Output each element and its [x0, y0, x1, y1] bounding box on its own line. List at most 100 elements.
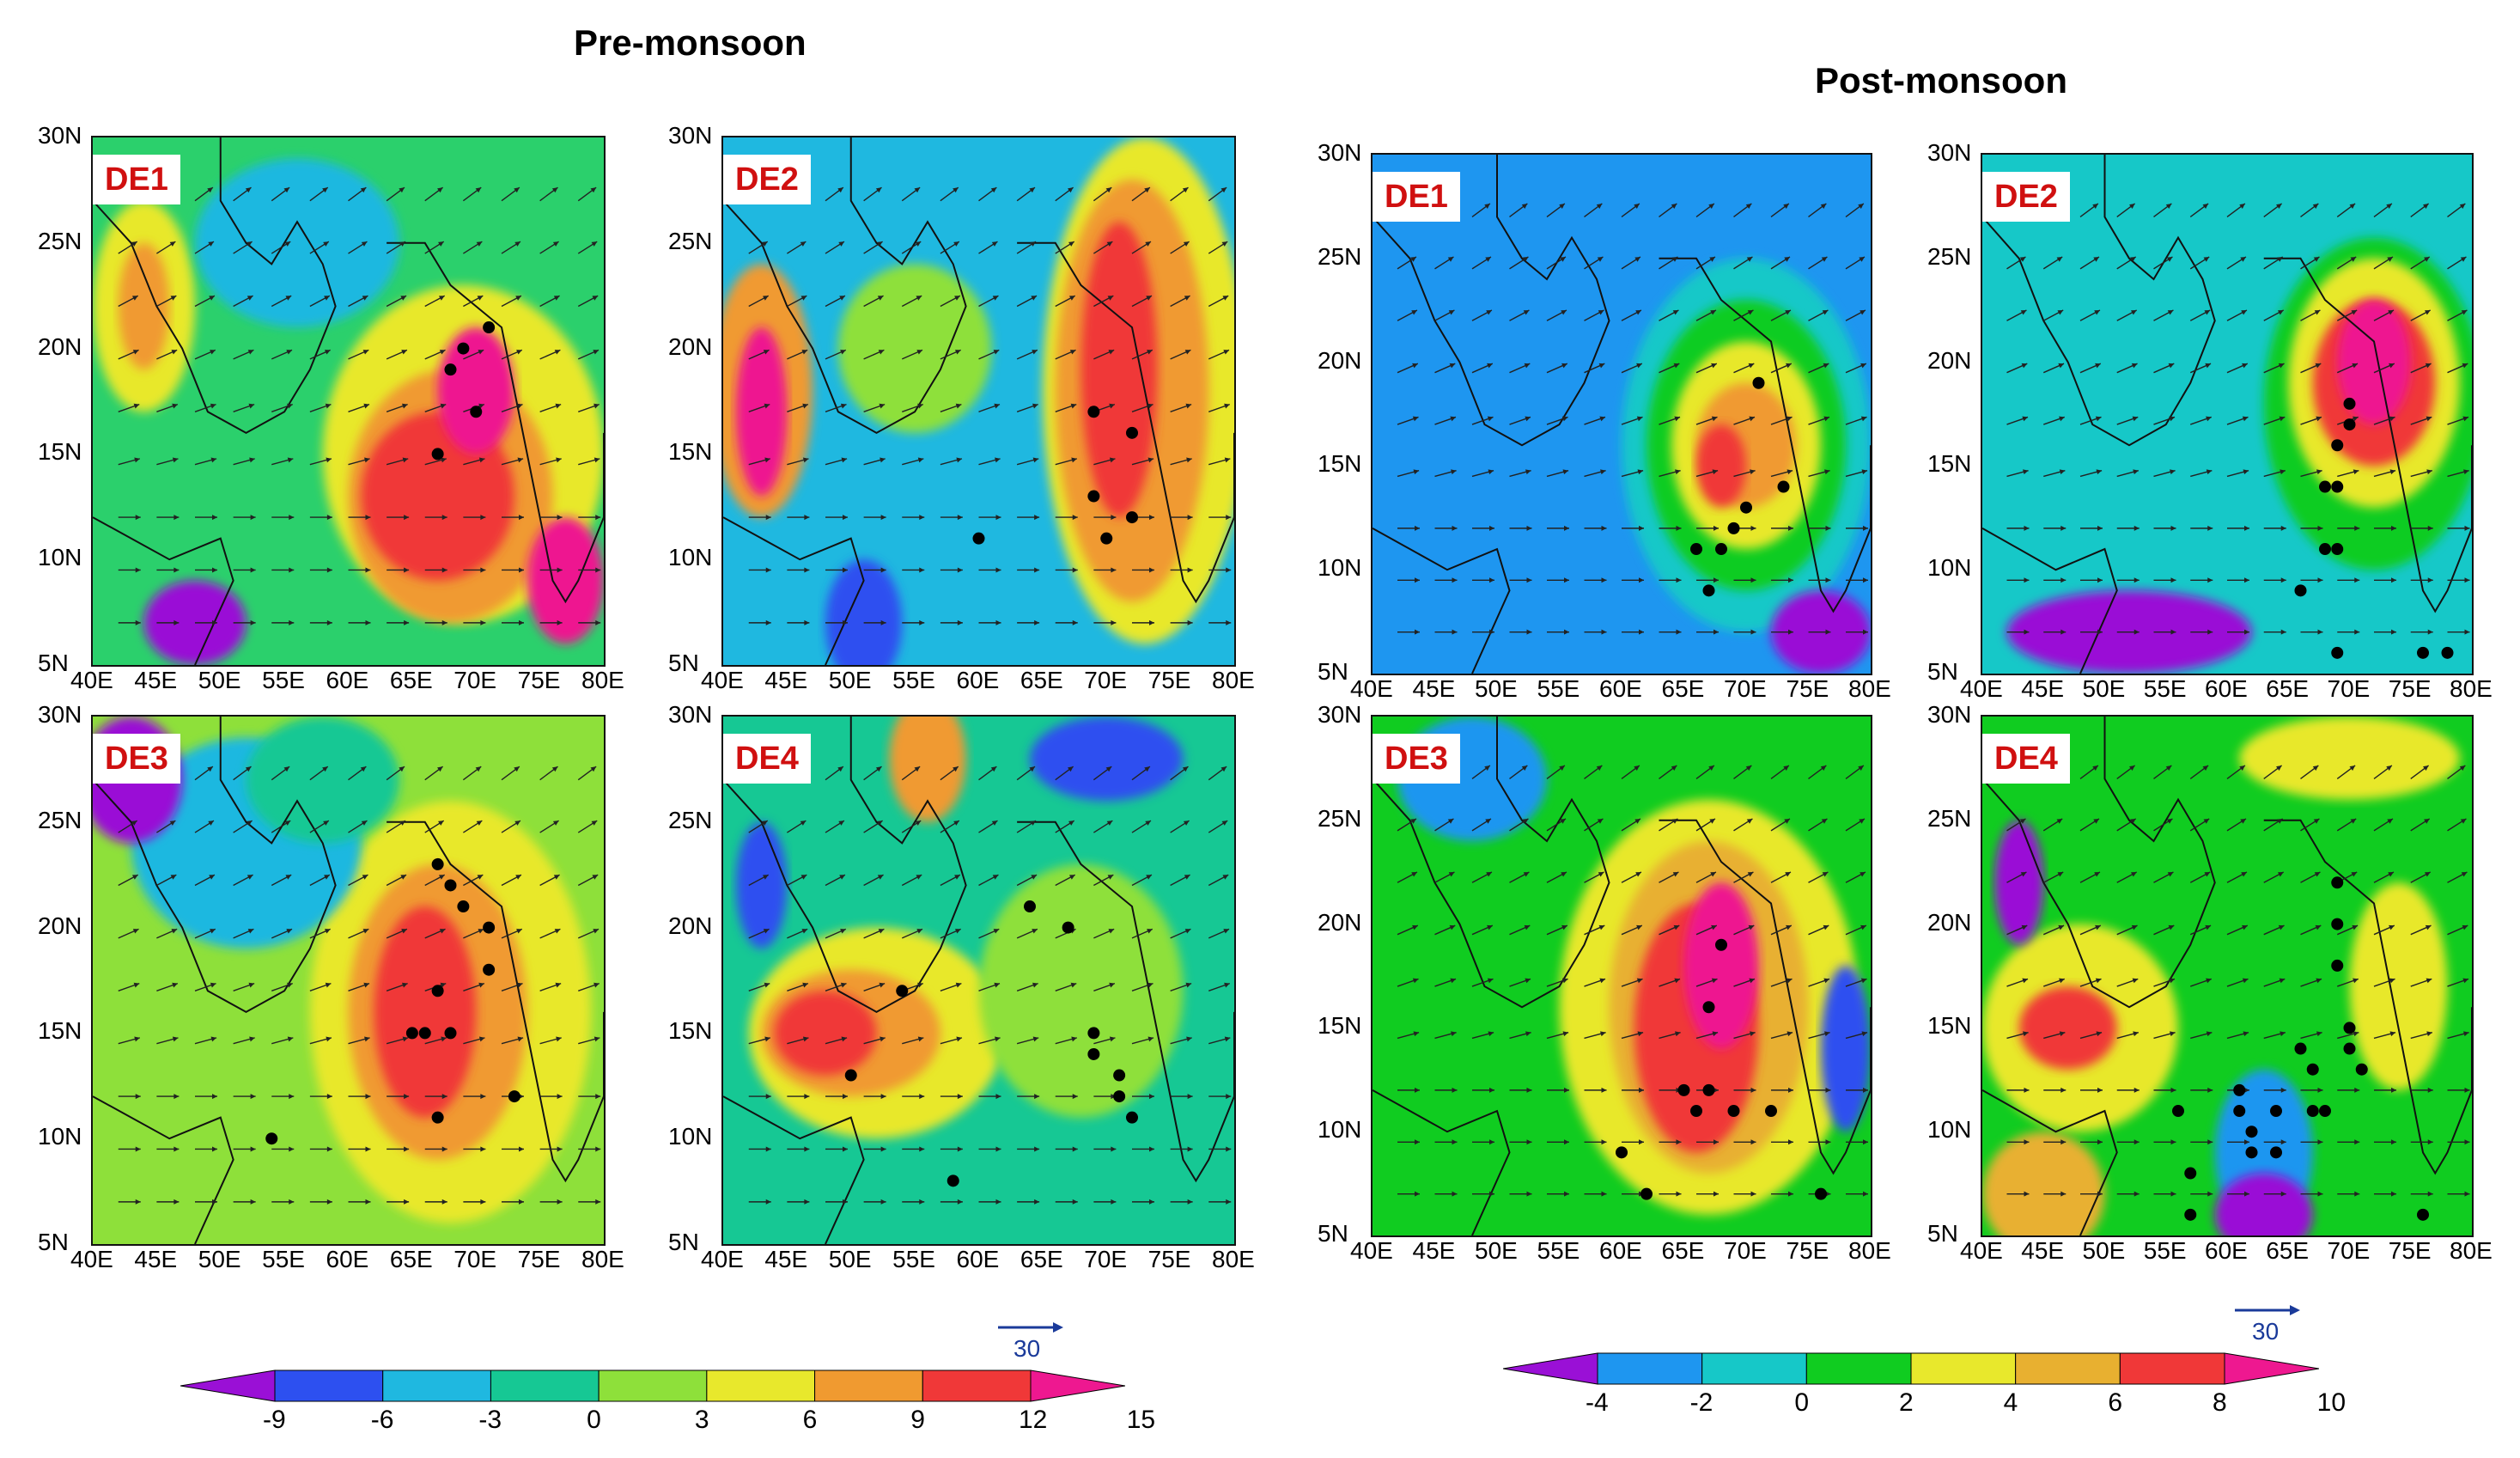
- x-tick-label: 55E: [2143, 675, 2187, 702]
- wind-vector-head: [1746, 256, 1753, 262]
- wind-vector-head: [919, 567, 925, 573]
- wind-vector-head: [916, 875, 922, 880]
- x-tick-label: 70E: [2327, 1237, 2371, 1264]
- wind-vector-head: [2202, 203, 2209, 209]
- wind-vector-head: [957, 515, 963, 521]
- wind-vector-head: [516, 929, 522, 934]
- colorbar-tick-label: -2: [1689, 1388, 1713, 1417]
- wind-vector-head: [841, 1036, 848, 1042]
- wind-vector-head: [2094, 872, 2100, 877]
- wind-vector-head: [2317, 1087, 2323, 1093]
- wind-vector-head: [210, 982, 216, 988]
- wind-vector-head: [2059, 469, 2066, 475]
- event-location-dot: [1777, 480, 1790, 493]
- wind-vector-head: [1105, 187, 1112, 193]
- wind-vector-head: [2426, 978, 2432, 984]
- event-location-dot: [483, 963, 496, 976]
- event-location-dot: [2343, 397, 2356, 410]
- wind-vector-head: [557, 1146, 563, 1152]
- panel-label: DE1: [93, 155, 180, 204]
- wind-vector-head: [764, 982, 770, 988]
- wind-vector-head: [994, 403, 1001, 409]
- y-tick-label: 20N: [1318, 346, 1362, 374]
- event-location-dot: [1815, 1187, 1827, 1200]
- wind-vector-head: [2133, 1087, 2140, 1093]
- wind-vector-head: [1671, 203, 1677, 209]
- wind-vector-head: [245, 187, 252, 193]
- wind-vector-head: [1676, 1191, 1682, 1197]
- wind-vector-head: [2170, 1087, 2176, 1093]
- y-tick-label: 25N: [38, 227, 82, 254]
- wind-vector-head: [879, 403, 886, 409]
- wind-vector-head: [2207, 629, 2213, 635]
- y-tick-label: 10N: [668, 1123, 713, 1150]
- wind-vector-head: [991, 821, 998, 826]
- wind-vector-head: [2317, 577, 2323, 583]
- wind-vector-head: [1524, 363, 1531, 369]
- wind-vector-head: [1564, 1087, 1569, 1093]
- wind-vector-head: [915, 241, 922, 247]
- wind-vector-head: [2425, 924, 2432, 930]
- wind-vector-head: [2244, 1087, 2249, 1093]
- wind-vector-head: [362, 350, 369, 355]
- x-tick-label: 45E: [764, 667, 808, 693]
- map-field: [1982, 717, 2472, 1235]
- wind-vector-head: [1823, 363, 1829, 369]
- wind-vector-head: [1451, 1031, 1457, 1037]
- wind-vector-head: [2021, 363, 2028, 369]
- coastline: [723, 717, 967, 1013]
- contour-region: [2239, 717, 2460, 800]
- wind-vector-head: [2280, 1087, 2286, 1093]
- wind-vector-head: [326, 619, 332, 625]
- wind-vector-head: [2280, 1191, 2286, 1197]
- wind-vector-head: [169, 821, 176, 826]
- wind-vector-head: [1823, 924, 1829, 930]
- wind-vector-head: [1449, 363, 1456, 369]
- wind-vector-head: [1108, 929, 1115, 934]
- wind-vector-head: [246, 821, 253, 826]
- event-location-dot: [508, 1090, 520, 1103]
- x-tick-label: 60E: [326, 667, 369, 693]
- wind-vector-head: [401, 929, 407, 934]
- wind-vector-head: [2317, 1139, 2323, 1145]
- y-tick-label: 5N: [668, 1229, 699, 1255]
- event-location-dot: [2233, 1105, 2246, 1118]
- wind-vector-head: [135, 515, 141, 521]
- event-location-dot: [2331, 439, 2344, 452]
- wind-vector-head: [247, 350, 254, 355]
- y-tick-label: 15N: [1927, 1012, 1972, 1040]
- event-location-dot: [1727, 522, 1740, 534]
- x-tick-label: 40E: [1960, 1237, 2003, 1264]
- wind-vector-head: [2464, 577, 2470, 583]
- wind-vector-head: [919, 515, 925, 521]
- wind-vector-head: [957, 567, 963, 573]
- wind-vector-head: [1032, 350, 1038, 355]
- wind-vector-head: [401, 350, 407, 355]
- wind-vector-head: [995, 1146, 1001, 1152]
- wind-vector-head: [2350, 256, 2357, 262]
- map-panel-post-de3: DE3: [1371, 715, 1872, 1237]
- wind-vector-head: [1634, 256, 1640, 262]
- wind-vector-head: [172, 403, 178, 409]
- wind-vector-head: [249, 457, 255, 463]
- contour-region: [195, 158, 399, 328]
- wind-vector-head: [764, 403, 770, 409]
- wind-vector-head: [595, 567, 601, 573]
- wind-vector-head: [1488, 1031, 1494, 1037]
- event-location-dot: [1113, 1069, 1126, 1082]
- wind-vector-head: [2353, 1031, 2359, 1037]
- wind-vector-head: [2019, 256, 2026, 262]
- wind-vector-head: [2426, 469, 2432, 475]
- wind-vector-head: [1598, 363, 1605, 369]
- wind-vector-head: [2389, 978, 2395, 984]
- wind-vector-head: [2427, 1191, 2433, 1197]
- wind-vector-head: [1711, 416, 1718, 422]
- x-tick-label: 50E: [2082, 675, 2126, 702]
- wind-vector-head: [1149, 515, 1154, 521]
- wind-vector-head: [2058, 924, 2065, 930]
- wind-vector-head: [289, 515, 295, 521]
- wind-vector-head: [2315, 924, 2322, 930]
- wind-vector-head: [953, 821, 959, 826]
- wind-vector-head: [2024, 629, 2030, 635]
- wind-vector-head: [838, 821, 844, 826]
